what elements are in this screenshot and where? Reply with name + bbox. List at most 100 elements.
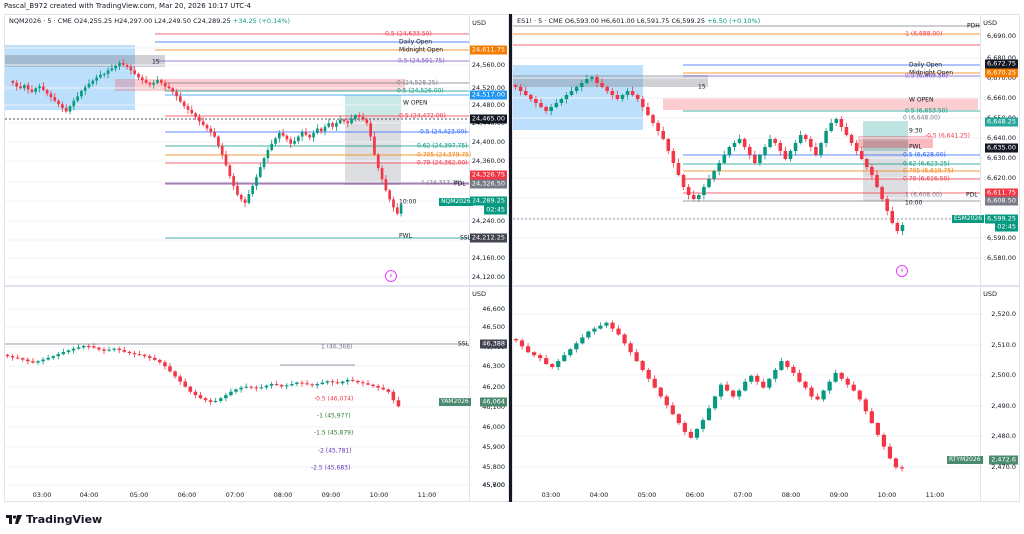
candle-body (706, 408, 712, 421)
level-label: W OPEN (909, 96, 934, 104)
price-tick-label: 6,690.00 (987, 32, 1016, 40)
es-symbol[interactable]: ES1! · 5 · CME (517, 17, 563, 25)
es-chart-panel[interactable]: ES1! · 5 · CME O6,593.00 H6,601.00 L6,59… (512, 14, 1020, 286)
price-tag: 6,670.25 (985, 68, 1018, 78)
candle-body (251, 185, 255, 194)
price-tick-label: 2,500.0 (991, 371, 1016, 379)
candle-body (325, 381, 330, 383)
level-label: PWL (399, 232, 412, 240)
candle-body (49, 93, 53, 98)
es-replay-icon[interactable]: ⚡ (896, 265, 908, 277)
rty-price-axis[interactable]: USD 2,520.0 2,510.0 2,500.0 2,490.0 2,480.0 2… (980, 287, 1019, 501)
candle-body (550, 364, 555, 367)
candle-body (899, 467, 905, 469)
level-label: -0.5 (24,633.50) (383, 30, 432, 38)
es-price-axis[interactable]: USD 6,690.006,680.006,670.006,660.006,65… (980, 15, 1019, 285)
candle-body (158, 359, 162, 363)
nq-change: +34.25 (+0.14%) (232, 17, 291, 25)
candle-body (585, 79, 589, 83)
candle-body (373, 136, 376, 155)
candle-body (249, 386, 254, 388)
candle-body (773, 139, 777, 143)
candle-body (269, 383, 274, 386)
candle-body (742, 139, 747, 147)
candle-body (205, 124, 209, 129)
price-tick-label: 2,510.0 (991, 341, 1016, 349)
candle-body (41, 359, 45, 362)
time-tick-label: 03:00 (541, 491, 561, 499)
candle-body (163, 362, 167, 367)
candle-body (262, 158, 266, 168)
time-tick-label: 05:00 (129, 491, 149, 499)
price-tick-label: 45,700 (482, 481, 505, 489)
header-caption: Pascal_B972 created with TradingView.com… (4, 2, 252, 10)
candle-body (564, 95, 569, 99)
candle-body (845, 378, 850, 385)
level-label: 10:00 (905, 199, 923, 207)
level-label: 0.5 (24,591.75) (398, 57, 445, 65)
price-tick-label: 45,600 (482, 481, 505, 489)
time-tick-label: 05:00 (637, 491, 657, 499)
candle-body (357, 115, 361, 117)
candle-body (809, 139, 813, 147)
candle-body (15, 357, 20, 359)
candle-body (92, 346, 96, 348)
candle-body (625, 91, 630, 95)
candle-body (243, 199, 247, 203)
panel-divider[interactable] (509, 14, 512, 502)
candle-body (340, 381, 345, 384)
tradingview-logo[interactable]: TradingView (6, 513, 102, 526)
candle-body (839, 372, 844, 379)
time-tick-label: 03:00 (32, 491, 52, 499)
candle-body (399, 204, 403, 214)
nq-chart-panel[interactable]: NQM2026 · 5 · CME O24,255.25 H24,297.00 … (4, 14, 509, 286)
nq-plot-area[interactable] (5, 15, 472, 285)
candle-body (544, 358, 549, 365)
price-tick-label: 24,480.00 (471, 101, 505, 109)
level-label: 0.5 (6,653.50) (905, 107, 948, 115)
time-tick-label: 07:00 (733, 491, 753, 499)
candle-body (68, 106, 72, 112)
candle-body (779, 361, 784, 370)
candle-body (646, 107, 650, 115)
candle-body (323, 126, 327, 132)
candle-body (107, 349, 111, 351)
candle-body (622, 334, 627, 344)
candle-body (798, 135, 803, 143)
candle-body (834, 119, 839, 123)
price-tick-label: 46,200 (482, 383, 505, 391)
candle-body (137, 354, 142, 356)
ym-plot-area[interactable] (5, 287, 472, 487)
nq-price-axis[interactable]: USD 24,600.0024,560.0024,520.0024,480.00… (469, 15, 508, 285)
rty-plot-area[interactable] (513, 287, 983, 487)
candle-body (851, 384, 856, 391)
candle-body (183, 381, 188, 387)
candle-body (628, 343, 633, 353)
es-plot-area[interactable] (513, 15, 983, 285)
price-tag: 02:45 (484, 205, 507, 215)
candle-body (646, 369, 651, 379)
candle-body (839, 119, 844, 127)
price-tick-label: 45,900 (482, 443, 505, 451)
rty-chart-panel[interactable]: USD 2,520.0 2,510.0 2,500.0 2,490.0 2,480.0 2… (512, 286, 1020, 502)
candle-body (712, 396, 718, 409)
nq-replay-icon[interactable]: ⚡ (385, 270, 397, 282)
candle-body (676, 414, 681, 424)
candle-body (658, 387, 663, 397)
candle-body (34, 88, 38, 92)
candle-body (893, 458, 899, 468)
candle-body (743, 381, 748, 391)
candle-body (788, 151, 793, 159)
candle-body (895, 223, 900, 231)
candle-body (193, 391, 198, 396)
ym-chart-panel[interactable]: USD 46,60046,50046,40046,30046,20046,100… (4, 286, 509, 502)
candle-body (600, 83, 604, 87)
time-tick-label: 11:00 (417, 491, 437, 499)
tradingview-logo-icon (6, 515, 22, 524)
nq-symbol[interactable]: NQM2026 · 5 · CME (9, 17, 72, 25)
time-tick-label: 10:00 (877, 491, 897, 499)
candle-body (350, 118, 353, 124)
candle-body (773, 369, 778, 379)
ym-price-axis[interactable]: USD 46,60046,50046,40046,30046,20046,100… (469, 287, 508, 501)
candle-body (641, 99, 645, 107)
